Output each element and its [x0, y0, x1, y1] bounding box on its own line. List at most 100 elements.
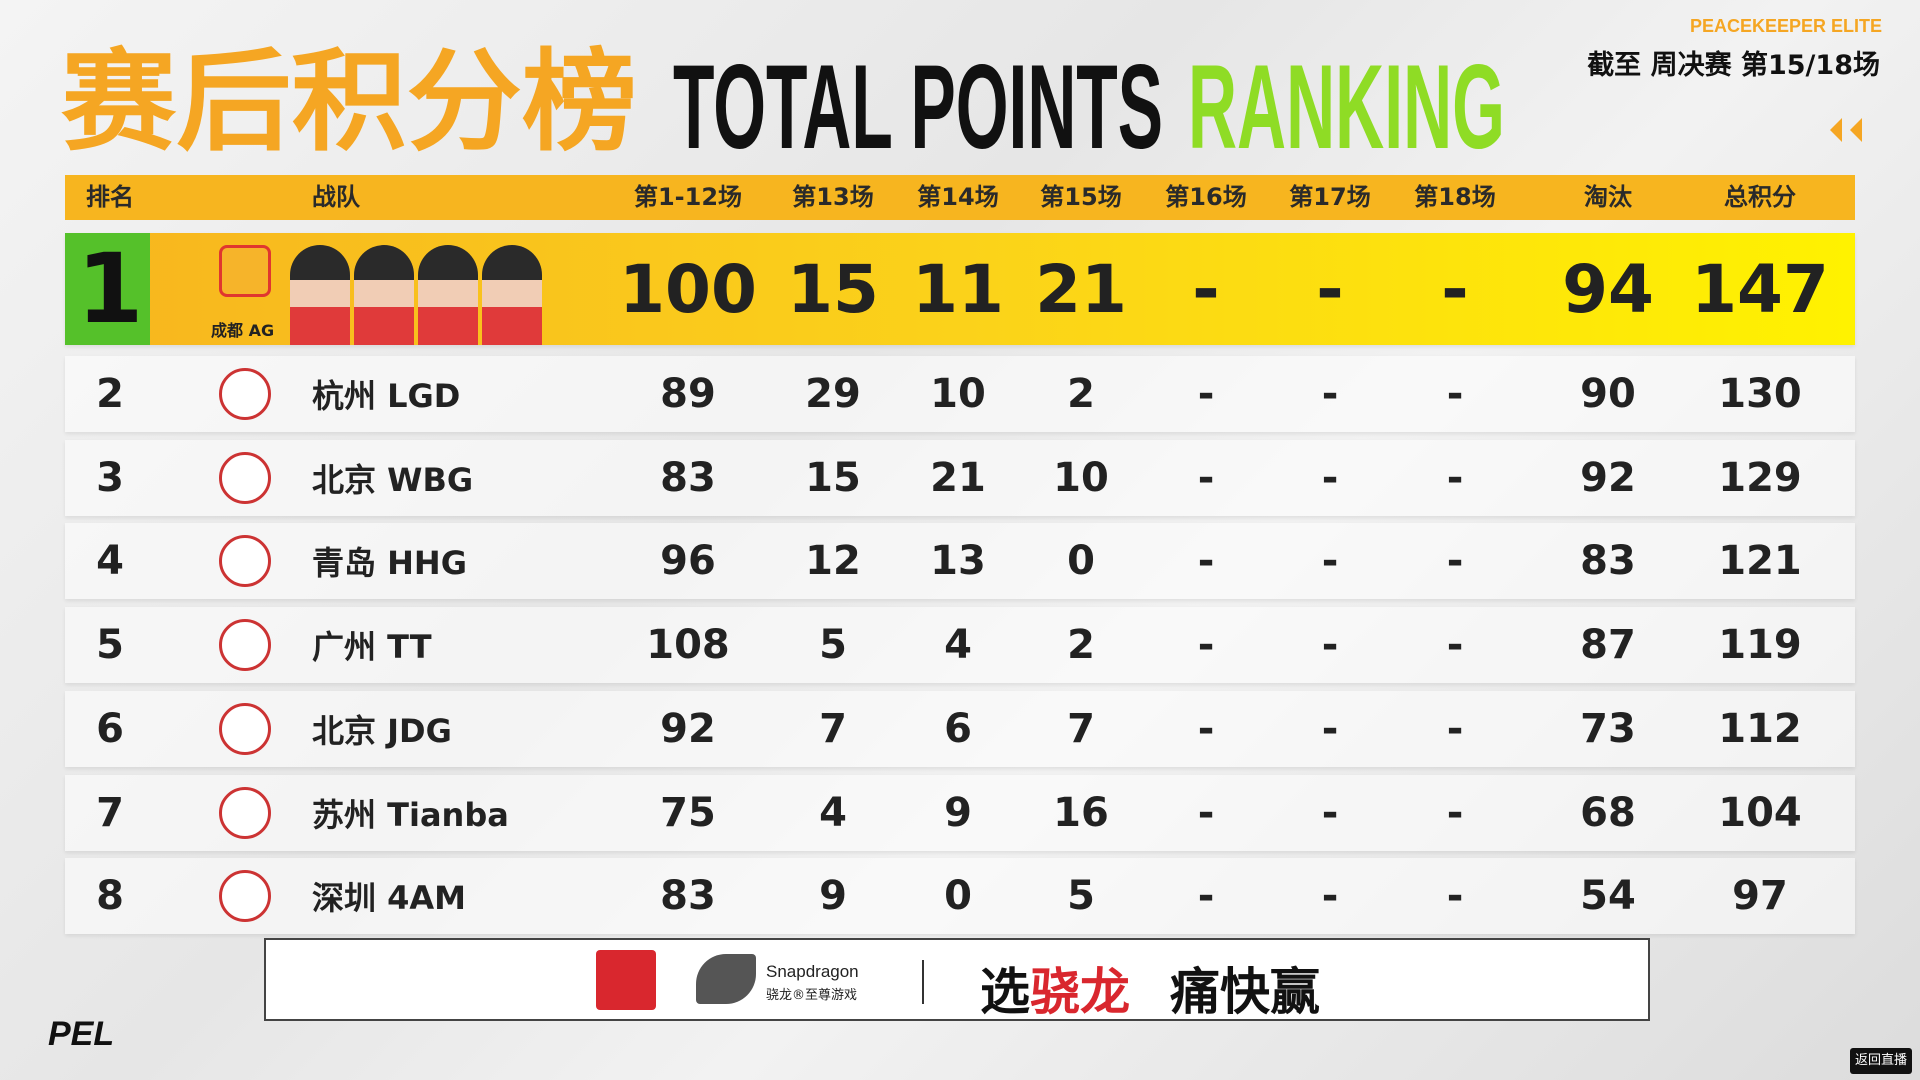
rank: 1	[76, 233, 144, 345]
score-cell: 121	[1718, 538, 1802, 585]
sponsor-chip	[596, 950, 656, 1010]
team-name: 青岛 HHG	[312, 544, 467, 583]
rank: 4	[96, 538, 124, 585]
player-photo	[482, 245, 542, 345]
score-cell: -	[1321, 705, 1339, 752]
header: 赛后积分榜 TOTAL POINTS RANKING PEACEKEEPER E…	[61, 16, 1882, 170]
score-cell: 83	[660, 873, 716, 920]
score-cell: 96	[660, 538, 716, 585]
team-name: 成都 AG	[211, 321, 275, 340]
score-cell: 92	[660, 705, 716, 752]
team-name: 苏州 Tianba	[312, 795, 509, 834]
arrow-icon	[1830, 118, 1842, 142]
score-cell: -	[1446, 454, 1464, 501]
team-name: 北京 WBG	[312, 460, 474, 499]
score-cell: 92	[1580, 454, 1636, 501]
title-en-accent: RANKING	[1188, 40, 1505, 170]
score-cell: -	[1321, 454, 1339, 501]
score-cell: 15	[787, 250, 879, 328]
score-cell: 9	[819, 873, 847, 920]
score-cell: 2	[1067, 622, 1095, 669]
score-cell: 54	[1580, 873, 1636, 920]
score-cell: 15	[805, 454, 861, 501]
back-to-live-button[interactable]: 返回直播	[1850, 1048, 1912, 1074]
score-cell: 9	[944, 789, 972, 836]
rank: 6	[96, 705, 124, 752]
title-cn: 赛后积分榜	[61, 38, 637, 166]
title-en: TOTAL POINTS	[673, 40, 1163, 170]
score-cell: -	[1321, 371, 1339, 417]
player-photo	[290, 245, 350, 345]
score-cell: -	[1446, 622, 1464, 669]
column-header: 第1-12场	[633, 183, 743, 211]
team-logo	[219, 535, 271, 588]
score-cell: 147	[1691, 250, 1829, 328]
score-cell: 13	[930, 538, 986, 585]
team-logo	[219, 245, 271, 297]
score-cell: 119	[1718, 622, 1802, 669]
score-cell: 7	[1067, 705, 1095, 752]
column-header: 第16场	[1165, 183, 1247, 211]
score-cell: 0	[944, 873, 972, 920]
score-cell: 7	[819, 705, 847, 752]
score-cell: 0	[1067, 538, 1095, 585]
sponsor-logo	[696, 954, 756, 1004]
column-header: 第13场	[792, 183, 874, 211]
column-header: 战队	[312, 183, 360, 211]
brand: PEACEKEEPER ELITE	[1690, 16, 1882, 36]
column-header: 第17场	[1289, 183, 1371, 211]
score-cell: 29	[805, 371, 861, 417]
table-row: 7 苏州 Tianba 75 4 9 16 - - - 68 104	[65, 774, 1855, 851]
rank: 5	[96, 622, 124, 669]
score-cell: 83	[1580, 538, 1636, 585]
team-name: 杭州 LGD	[312, 377, 461, 415]
table-row: 8 深圳 4AM 83 9 0 5 - - - 54 97	[65, 858, 1855, 935]
table-header: 排名 战队 第1-12场 第13场 第14场 第15场 第16场 第17场 第18场 淘汰 总积分	[65, 175, 1855, 220]
table-row: 1 成都 AG 100 15 11 21- - -94 147	[65, 233, 1855, 345]
column-header: 总积分	[1724, 183, 1796, 211]
score-cell: 104	[1718, 789, 1802, 836]
score-cell: -	[1197, 622, 1215, 669]
score-cell: 2	[1067, 371, 1095, 417]
table-row: 3 北京 WBG 83 15 21 10 - - - 92 129	[65, 439, 1855, 516]
score-cell: -	[1197, 789, 1215, 836]
score-cell: -	[1197, 873, 1215, 920]
column-header: 排名	[86, 183, 134, 211]
team-name: 深圳 4AM	[312, 879, 467, 918]
column-header: 第18场	[1414, 183, 1496, 211]
score-cell: 75	[660, 789, 716, 836]
team-logo	[219, 451, 271, 504]
sponsor-sub: 骁龙®至尊游戏	[766, 988, 858, 1003]
score-cell: 11	[912, 250, 1004, 328]
rank-highlight	[65, 233, 150, 345]
score-cell: -	[1321, 789, 1339, 836]
score-cell: 21	[1035, 250, 1127, 328]
score-cell: 89	[660, 371, 716, 417]
score-cell: -	[1197, 538, 1215, 585]
score-cell: 10	[1053, 454, 1109, 501]
score-cell: 4	[944, 622, 972, 669]
score-cell: 90	[1580, 371, 1636, 417]
table-row: 5 广州 TT 108 5 4 2 - - - 87 119	[65, 607, 1855, 684]
score-cell: 73	[1580, 705, 1636, 752]
score-cell: 12	[805, 538, 861, 585]
score-cell: -	[1446, 789, 1464, 836]
score-cell: 94	[1562, 250, 1654, 328]
rank: 2	[96, 371, 124, 417]
score-cell: -	[1197, 705, 1215, 752]
team-logo	[219, 368, 271, 420]
slogan: 选骁龙 痛快赢	[980, 952, 1320, 1024]
score-cell: 108	[646, 622, 730, 669]
score-cell: 68	[1580, 789, 1636, 836]
rank: 8	[96, 873, 124, 920]
player-photo	[418, 245, 478, 345]
table-row: 4 青岛 HHG 96 12 13 0 - - - 83 121	[65, 523, 1855, 600]
score-cell: 6	[944, 705, 972, 752]
score-cell: 87	[1580, 622, 1636, 669]
subtitle: 截至 周决赛 第15/18场	[1587, 49, 1880, 81]
score-cell: -	[1197, 371, 1215, 417]
table-row: 6 北京 JDG 92 7 6 7 - - - 73 112	[65, 690, 1855, 767]
slogan-part: 骁龙	[1030, 963, 1130, 1021]
score-cell: 97	[1732, 873, 1788, 920]
score-cell: -	[1316, 250, 1344, 328]
